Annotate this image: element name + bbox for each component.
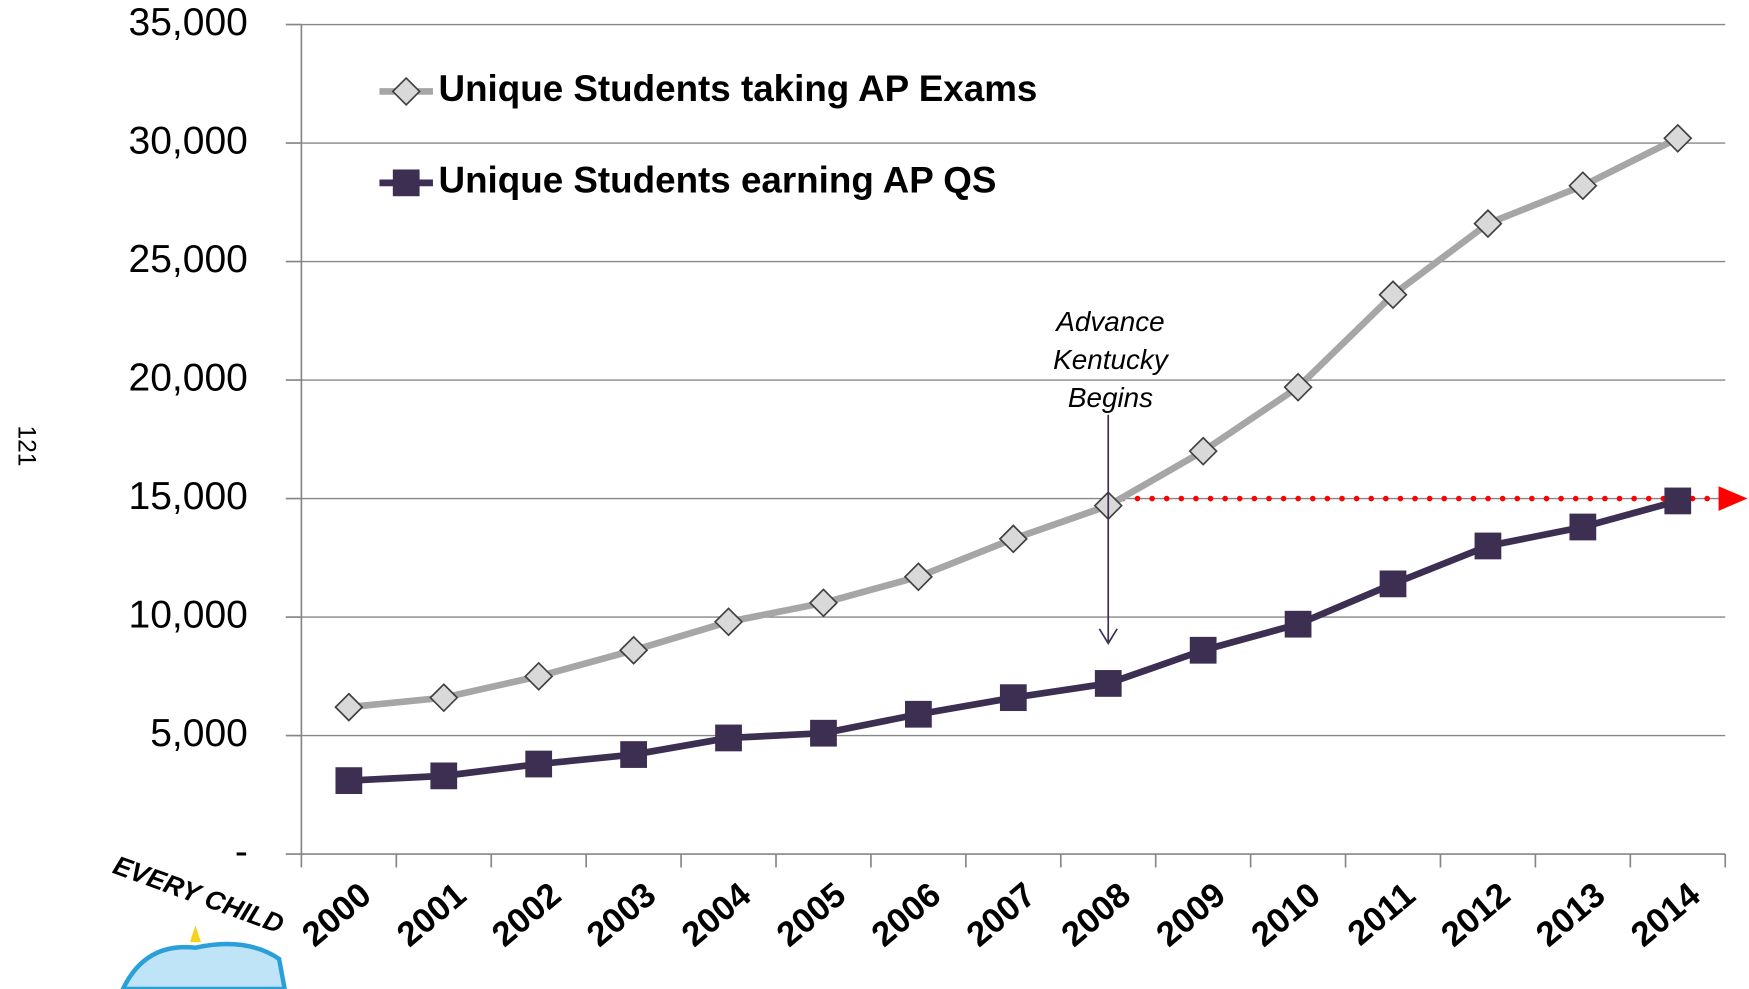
annotation: Begins bbox=[1068, 382, 1153, 413]
data-point bbox=[620, 741, 648, 768]
y-tick-label: 20,000 bbox=[129, 356, 248, 399]
y-tick-label: - bbox=[235, 830, 248, 873]
legend-label: Unique Students taking AP Exams bbox=[439, 68, 1038, 109]
annotation: Advance bbox=[1054, 306, 1164, 337]
x-tick-label: 2012 bbox=[1434, 876, 1517, 955]
data-point bbox=[998, 524, 1028, 554]
x-tick-label: 2009 bbox=[1150, 876, 1233, 955]
data-point bbox=[1663, 123, 1693, 153]
y-tick-label: 30,000 bbox=[129, 119, 248, 162]
data-point bbox=[808, 588, 839, 618]
data-point bbox=[1094, 670, 1122, 697]
x-tick-label: 2007 bbox=[960, 876, 1043, 955]
x-tick-label: 2001 bbox=[390, 876, 473, 955]
x-tick-label: 2005 bbox=[770, 876, 853, 955]
x-tick-label: 2013 bbox=[1529, 876, 1612, 955]
data-point bbox=[715, 724, 742, 752]
x-tick-label: 2010 bbox=[1244, 876, 1327, 955]
data-point bbox=[1284, 610, 1312, 638]
x-tick-label: 2006 bbox=[865, 876, 948, 955]
x-tick-label: 2003 bbox=[580, 876, 663, 955]
y-tick-label: 35,000 bbox=[129, 1, 248, 44]
x-tick-label: 2008 bbox=[1055, 876, 1138, 955]
logo-cloud bbox=[120, 941, 287, 989]
annotation: Kentucky bbox=[1053, 344, 1170, 375]
data-point bbox=[391, 76, 421, 106]
x-tick-label: 2004 bbox=[675, 875, 759, 954]
x-tick-label: 2000 bbox=[295, 876, 378, 955]
data-point bbox=[430, 762, 458, 790]
series bbox=[334, 123, 1693, 722]
data-point bbox=[1189, 636, 1217, 664]
data-point bbox=[903, 562, 933, 592]
data-point bbox=[392, 169, 420, 197]
data-point bbox=[810, 719, 837, 747]
data-point bbox=[1664, 487, 1692, 515]
data-point bbox=[999, 684, 1027, 712]
data-point bbox=[1568, 171, 1598, 201]
x-tick-label: 2002 bbox=[485, 876, 568, 955]
page-number: 121 bbox=[12, 426, 39, 467]
data-point bbox=[1283, 372, 1313, 402]
data-point bbox=[1473, 209, 1503, 239]
y-tick-label: 25,000 bbox=[129, 238, 248, 281]
data-point bbox=[1188, 436, 1218, 466]
logo: EVERY CHILD bbox=[109, 850, 288, 989]
legend-label: Unique Students earning AP QS bbox=[439, 160, 997, 201]
x-tick-label: 2011 bbox=[1341, 876, 1423, 953]
data-point bbox=[619, 635, 649, 665]
logo-text: EVERY CHILD bbox=[109, 850, 287, 939]
series bbox=[335, 487, 1692, 794]
y-tick-label: 15,000 bbox=[129, 475, 248, 518]
data-point bbox=[1378, 280, 1408, 310]
x-tick-label: 2014 bbox=[1624, 875, 1708, 954]
data-point bbox=[524, 661, 554, 691]
data-point bbox=[1474, 532, 1502, 560]
data-point bbox=[334, 692, 364, 722]
data-point bbox=[1379, 570, 1407, 598]
data-point bbox=[335, 767, 363, 794]
reference-arrow bbox=[1718, 486, 1748, 511]
data-point bbox=[1569, 513, 1597, 541]
y-tick-label: 5,000 bbox=[150, 712, 248, 755]
y-tick-label: 10,000 bbox=[129, 593, 248, 636]
data-point bbox=[905, 700, 932, 728]
data-point bbox=[525, 750, 553, 778]
data-point bbox=[713, 607, 744, 637]
logo-star bbox=[189, 925, 202, 943]
annotation-arrowhead bbox=[1098, 628, 1118, 645]
data-point bbox=[429, 683, 459, 713]
